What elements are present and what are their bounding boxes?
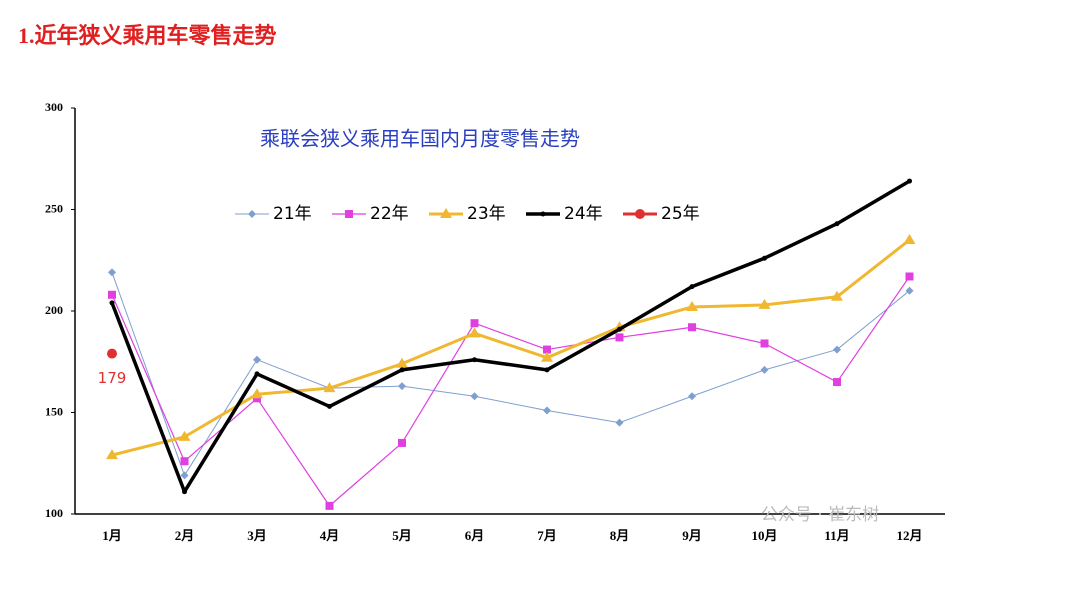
- marker: [248, 210, 256, 218]
- marker: [109, 300, 115, 306]
- data-label: 179: [98, 369, 127, 387]
- marker: [178, 430, 191, 441]
- marker: [760, 365, 769, 374]
- marker: [472, 357, 477, 363]
- marker: [905, 272, 914, 281]
- marker: [905, 286, 914, 295]
- marker: [470, 319, 479, 328]
- marker: [398, 382, 406, 391]
- marker: [107, 348, 117, 359]
- x-tick-label: 4月: [320, 528, 340, 543]
- marker: [470, 392, 479, 401]
- legend-label: 23年: [467, 204, 506, 224]
- marker: [396, 357, 408, 368]
- marker: [541, 351, 553, 362]
- marker: [688, 323, 696, 332]
- series-line: [111, 238, 911, 457]
- marker: [688, 392, 696, 401]
- x-tick-label: 9月: [682, 528, 702, 543]
- x-tick-label: 2月: [175, 528, 195, 543]
- marker: [253, 394, 261, 403]
- marker: [323, 382, 336, 393]
- series-line: [110, 179, 911, 494]
- marker: [543, 406, 551, 415]
- marker: [180, 471, 189, 480]
- marker: [907, 178, 912, 184]
- marker: [251, 388, 263, 399]
- marker: [345, 210, 353, 218]
- marker: [106, 449, 118, 460]
- marker: [399, 367, 405, 373]
- marker: [903, 233, 916, 244]
- marker: [544, 367, 550, 373]
- marker: [833, 378, 841, 387]
- marker: [758, 298, 771, 309]
- y-tick-label: 150: [45, 404, 63, 418]
- marker: [689, 284, 695, 290]
- marker: [253, 355, 261, 364]
- marker: [543, 345, 551, 354]
- x-tick-label: 7月: [537, 528, 557, 543]
- marker: [635, 209, 645, 219]
- marker: [831, 290, 843, 301]
- marker: [760, 339, 769, 348]
- marker: [108, 268, 116, 277]
- marker: [254, 371, 260, 377]
- legend-label: 21年: [273, 204, 312, 224]
- y-tick-label: 100: [45, 506, 63, 520]
- marker: [762, 255, 767, 261]
- x-tick-label: 12月: [896, 528, 922, 543]
- series-line: [111, 276, 910, 507]
- series-line: [111, 272, 910, 476]
- marker: [686, 300, 698, 311]
- x-tick-label: 10月: [751, 528, 777, 543]
- marker: [398, 438, 406, 447]
- marker: [540, 211, 546, 217]
- marker: [615, 333, 624, 342]
- x-tick-label: 1月: [102, 528, 122, 543]
- legend-label: 25年: [661, 204, 700, 224]
- marker: [833, 345, 841, 354]
- heading: 1.近年狭义乘用车零售走势: [18, 23, 277, 48]
- chart-title: 乘联会狭义乘用车国内月度零售走势: [260, 127, 580, 151]
- marker: [180, 457, 189, 466]
- marker: [325, 501, 334, 510]
- x-tick-label: 5月: [392, 528, 412, 543]
- x-tick-label: 6月: [465, 528, 485, 543]
- marker: [182, 489, 187, 495]
- legend-label: 24年: [564, 204, 603, 224]
- marker: [617, 326, 622, 332]
- marker: [108, 290, 116, 299]
- x-tick-label: 11月: [824, 528, 849, 543]
- marker: [440, 208, 452, 218]
- x-tick-label: 3月: [247, 528, 267, 543]
- legend-label: 22年: [370, 204, 409, 224]
- y-tick-label: 250: [45, 201, 63, 215]
- x-tick-label: 8月: [610, 528, 630, 543]
- y-tick-label: 200: [45, 303, 63, 317]
- y-tick-label: 300: [45, 100, 63, 114]
- marker: [327, 403, 332, 409]
- watermark: 公众号 · 崔东树: [761, 505, 879, 525]
- marker: [834, 221, 840, 227]
- marker: [468, 327, 481, 338]
- marker: [615, 418, 624, 427]
